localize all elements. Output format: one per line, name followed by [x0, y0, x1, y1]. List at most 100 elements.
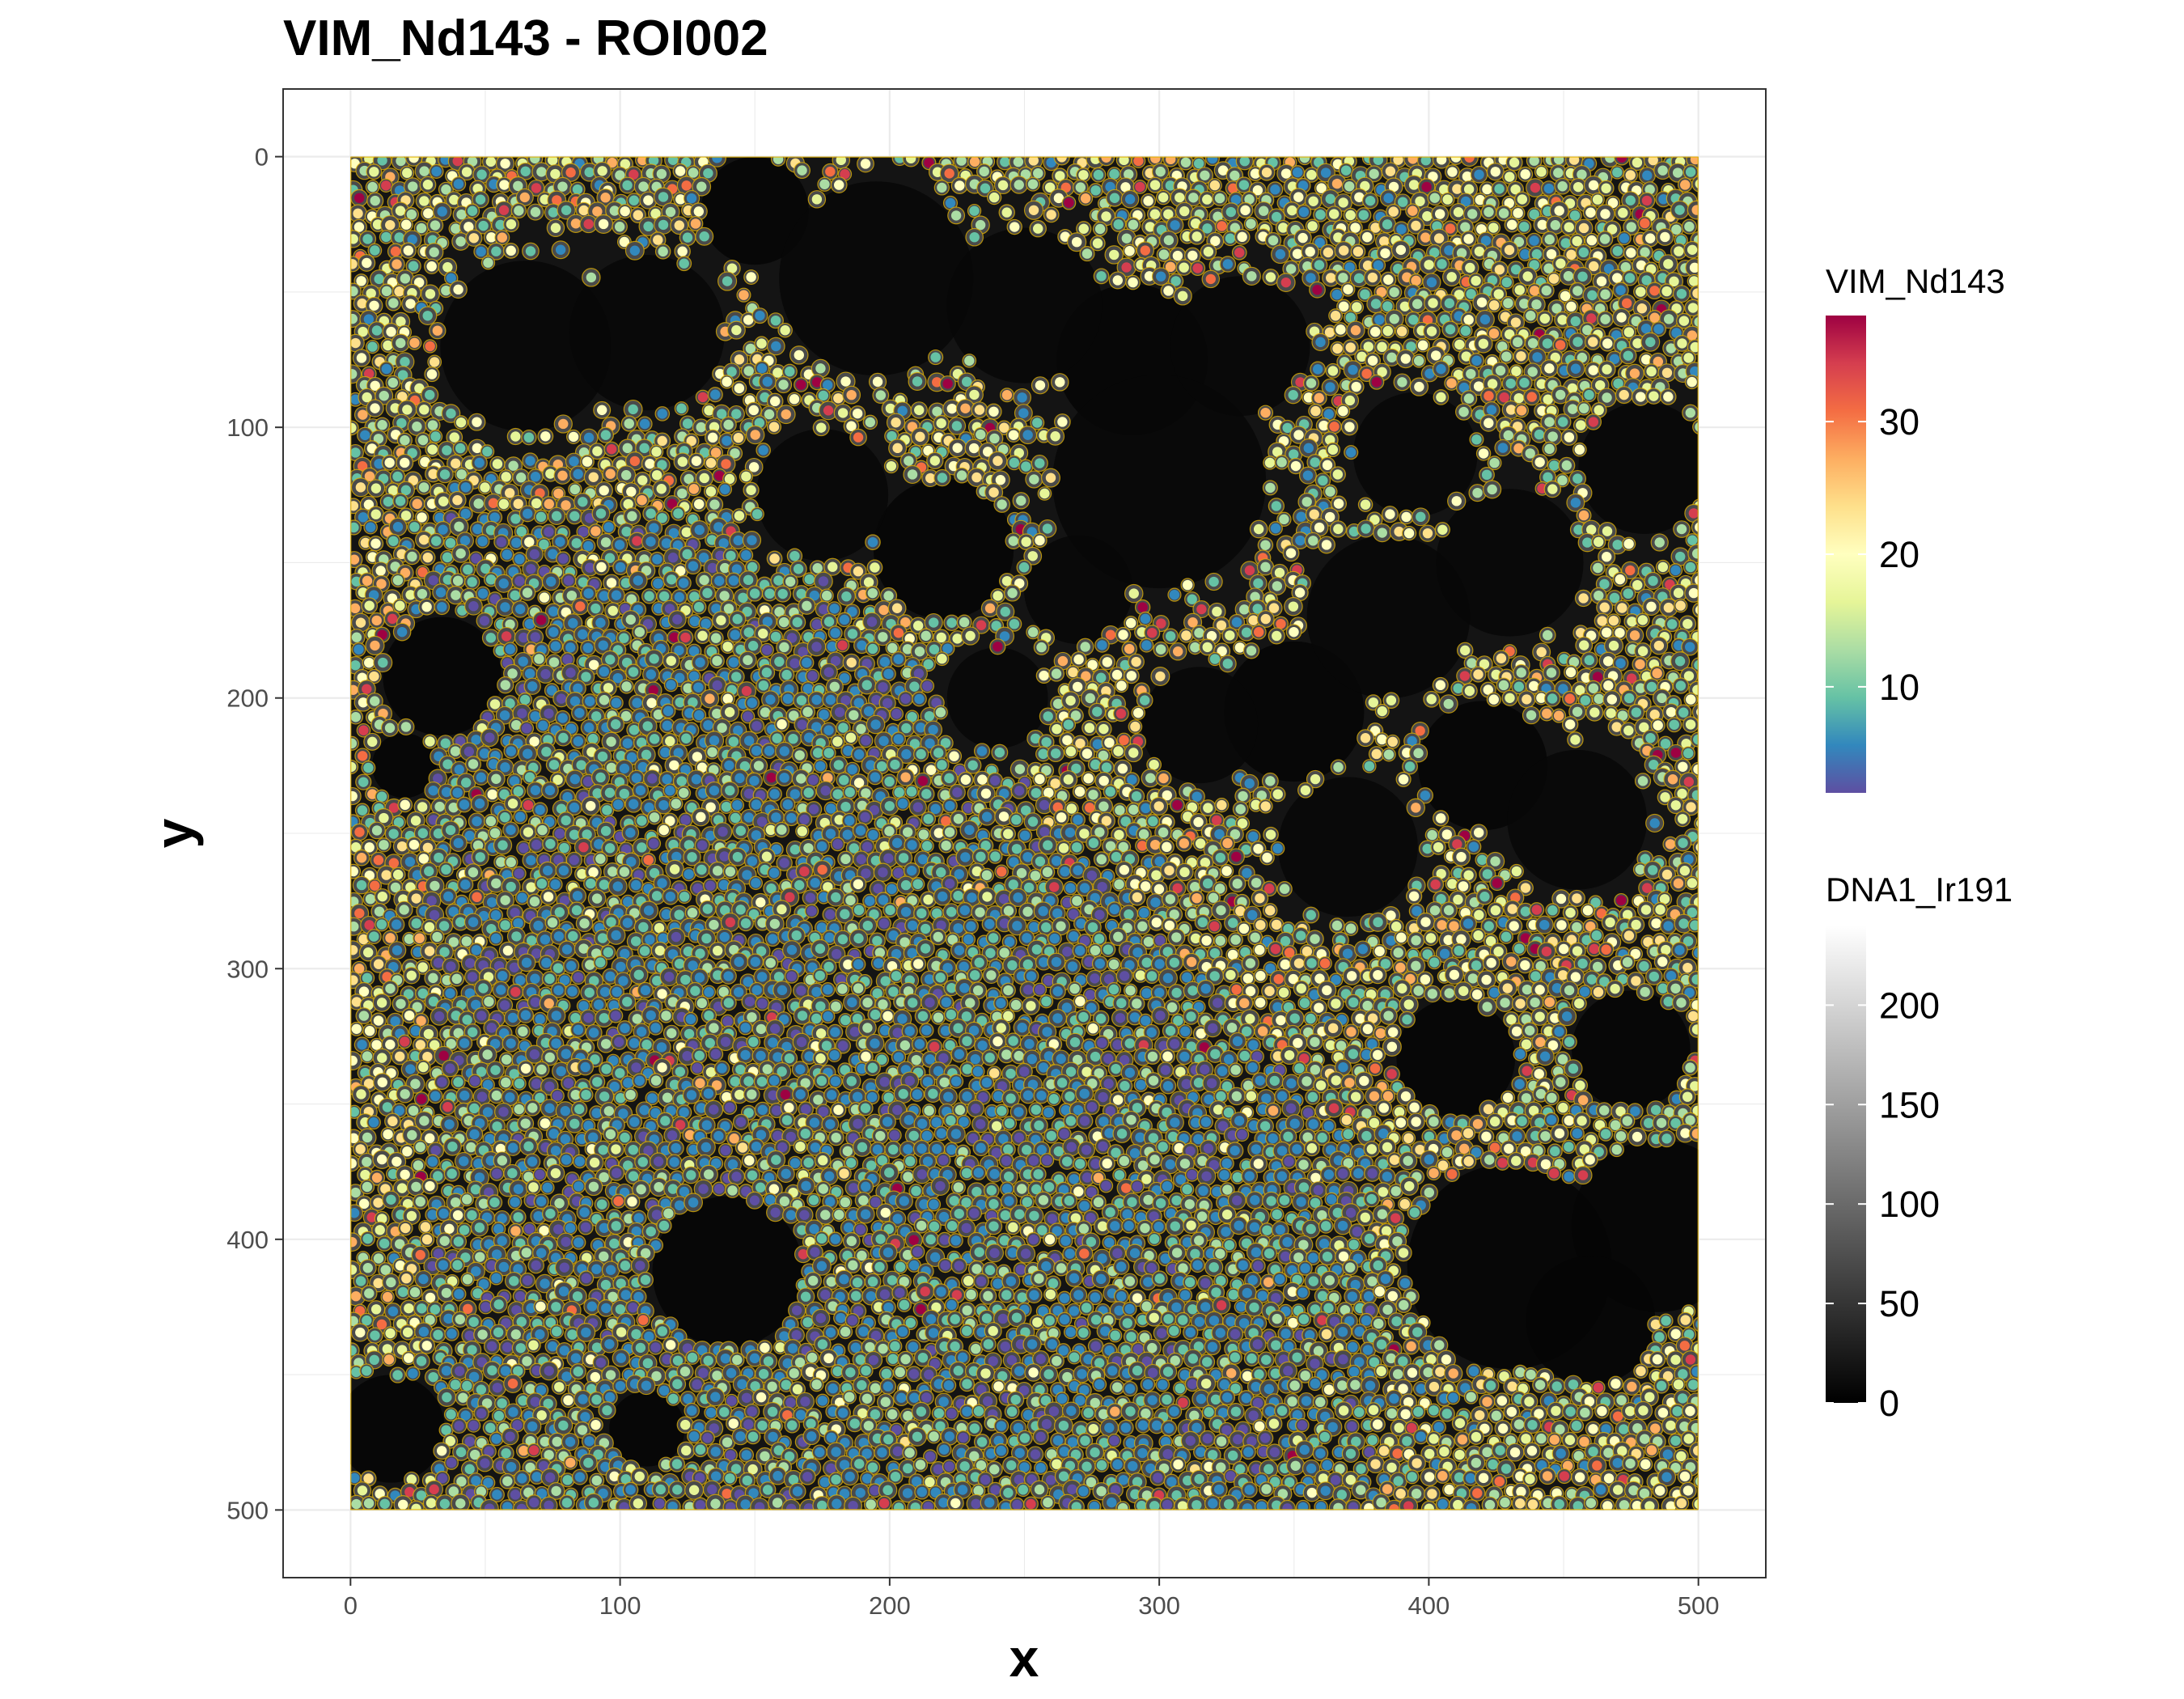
cell-point [428, 785, 438, 796]
cell-point [1265, 776, 1276, 786]
cell-point [463, 564, 473, 575]
cell-point [1640, 247, 1650, 257]
cell-point [1187, 250, 1198, 261]
cell-point [599, 591, 609, 601]
cell-point [954, 180, 965, 191]
cell-point [1212, 606, 1222, 617]
cell-point [739, 290, 749, 300]
cell-point [699, 231, 709, 242]
cell-point [929, 617, 939, 628]
cell-point [1373, 260, 1384, 271]
cell-point [1413, 748, 1424, 759]
cell-point [357, 751, 368, 761]
cell-point [450, 746, 461, 756]
cell-point [592, 206, 603, 217]
cell-point [1315, 210, 1326, 220]
cell-point [639, 418, 650, 430]
cell-point [915, 431, 925, 443]
cell-point [467, 577, 477, 587]
cell-point [1564, 222, 1574, 232]
cell-point [632, 697, 642, 708]
cell-point [1274, 567, 1285, 578]
cell-point [1155, 671, 1166, 682]
cell-point [1570, 363, 1581, 374]
cell-point [1387, 736, 1398, 748]
cell-point [1250, 168, 1261, 179]
cell-point [1333, 762, 1344, 773]
cell-point [847, 629, 858, 639]
cell-point [452, 787, 463, 798]
cell-point [944, 773, 954, 784]
cell-point [595, 772, 606, 783]
cell-point [387, 377, 399, 388]
cell-point [1350, 325, 1361, 336]
cell-point [1031, 787, 1042, 799]
cell-point [506, 218, 517, 230]
cell-point [1289, 449, 1299, 460]
cell-point [1333, 523, 1344, 535]
cell-point [645, 536, 656, 547]
cell-point [485, 633, 497, 643]
cell-point [1530, 182, 1541, 193]
cell-point [557, 713, 568, 723]
cell-point [1510, 184, 1521, 195]
cell-point [969, 156, 980, 167]
cell-point [402, 405, 413, 415]
cell-point [1344, 422, 1355, 432]
cell-point [1230, 170, 1240, 181]
cell-point [1495, 365, 1506, 376]
cell-point [367, 736, 378, 748]
cell-point [1310, 457, 1320, 468]
cell-point [1194, 628, 1204, 638]
cell-point [1576, 420, 1586, 430]
cell-point [796, 695, 807, 705]
cell-point [1663, 314, 1674, 324]
cell-point [686, 193, 697, 204]
cell-point [665, 206, 676, 218]
cell-point [1526, 392, 1537, 402]
cell-point [588, 472, 599, 482]
cell-point [614, 540, 625, 550]
cell-point [969, 231, 980, 243]
cell-point [620, 159, 631, 169]
cell-point [624, 418, 634, 429]
cell-point [976, 746, 988, 756]
cell-point [753, 761, 764, 771]
cell-point [882, 697, 893, 709]
cell-point [584, 167, 595, 178]
cell-point [1135, 181, 1145, 193]
cell-point [1149, 759, 1159, 770]
cell-point [1404, 761, 1416, 772]
cell-point [883, 591, 894, 601]
cell-point [758, 680, 769, 691]
cell-point [1302, 470, 1314, 481]
cell-point [1009, 619, 1020, 629]
cell-point [527, 681, 538, 692]
cell-point [449, 194, 459, 205]
cell-point [697, 630, 708, 642]
cell-point [1674, 205, 1685, 215]
cell-point [358, 512, 369, 523]
cell-point [1536, 646, 1547, 658]
cell-point [1297, 180, 1309, 191]
cell-point [396, 156, 406, 167]
cell-point [699, 472, 709, 484]
cell-point [932, 406, 942, 417]
cell-point [353, 208, 363, 219]
cell-point [1544, 234, 1555, 245]
cell-point [428, 575, 438, 586]
cell-point [499, 710, 510, 721]
cell-point [1564, 693, 1575, 704]
cell-point [419, 196, 430, 206]
cell-point [1335, 324, 1346, 335]
cell-point [1234, 248, 1245, 258]
cell-point [525, 246, 536, 256]
cell-point [431, 536, 442, 546]
cell-point [485, 156, 497, 167]
cell-point [1452, 184, 1462, 194]
cell-point [1543, 183, 1555, 194]
cell-point [1270, 523, 1281, 534]
cell-point [357, 805, 368, 816]
cell-point [536, 167, 547, 177]
cell-point [629, 455, 641, 467]
